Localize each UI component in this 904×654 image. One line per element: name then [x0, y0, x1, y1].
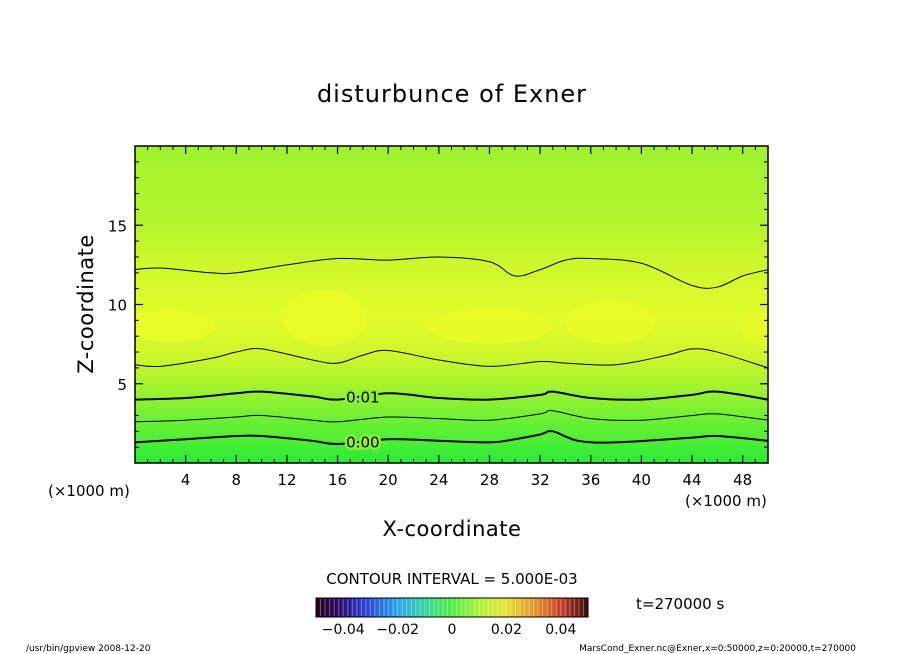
- x-tick-label: 20: [379, 471, 398, 489]
- colorbar: [315, 597, 589, 618]
- contour-label: 0.00: [346, 434, 379, 452]
- x-tick-label: 8: [232, 471, 242, 489]
- x-tick-label: 28: [480, 471, 499, 489]
- colorbar-tick-label: −0.02: [376, 622, 419, 638]
- contour-line: [135, 390, 768, 401]
- shade-patch: [428, 308, 552, 344]
- y-tick-label: 15: [108, 217, 127, 235]
- y-tick-label: 10: [108, 297, 127, 315]
- x-unit-right: (×1000 m): [685, 492, 767, 510]
- x-tick-label: 40: [632, 471, 651, 489]
- contour-interval-label: CONTOUR INTERVAL = 5.000E-03: [326, 570, 577, 588]
- x-tick-label: 4: [181, 471, 191, 489]
- x-tick-label: 12: [277, 471, 296, 489]
- contour-field: 0.00 0.01: [135, 146, 768, 463]
- colorbar-tick-label: 0: [448, 622, 457, 638]
- y-tick-label: 5: [117, 376, 127, 394]
- x-tick-label: 36: [581, 471, 600, 489]
- x-axis-label: X-coordinate: [383, 517, 522, 541]
- colorbar-tick-label: 0.04: [545, 622, 576, 638]
- shade-patch: [740, 310, 768, 346]
- contour-line: [135, 348, 768, 369]
- x-tick-label: 16: [328, 471, 347, 489]
- contour-line: [135, 256, 768, 289]
- x-tick-label: 24: [429, 471, 448, 489]
- colorbar-tick-label: −0.04: [322, 622, 365, 638]
- x-tick-label: 44: [682, 471, 701, 489]
- contour-label: 0.01: [346, 388, 379, 406]
- x-unit-left: (×1000 m): [48, 482, 130, 500]
- colorbar-stripes: [320, 599, 584, 616]
- time-label: t=270000 s: [636, 595, 724, 613]
- footer-right: MarsCond_Exner.nc@Exner,x=0:50000,z=0:20…: [579, 644, 856, 654]
- contour-line: [135, 430, 768, 445]
- chart-title: disturbunce of Exner: [317, 80, 587, 108]
- x-tick-label: 32: [531, 471, 550, 489]
- shade-patch: [565, 300, 655, 344]
- contour-line: [135, 410, 768, 423]
- shade-patch: [283, 290, 367, 346]
- shade-patch: [135, 310, 215, 342]
- shaded-field: [135, 146, 768, 463]
- colorbar-tick-label: 0.02: [491, 622, 522, 638]
- y-axis-label: Z-coordinate: [74, 234, 98, 374]
- x-tick-label: 48: [733, 471, 752, 489]
- footer-left: /usr/bin/gpview 2008-12-20: [26, 644, 151, 654]
